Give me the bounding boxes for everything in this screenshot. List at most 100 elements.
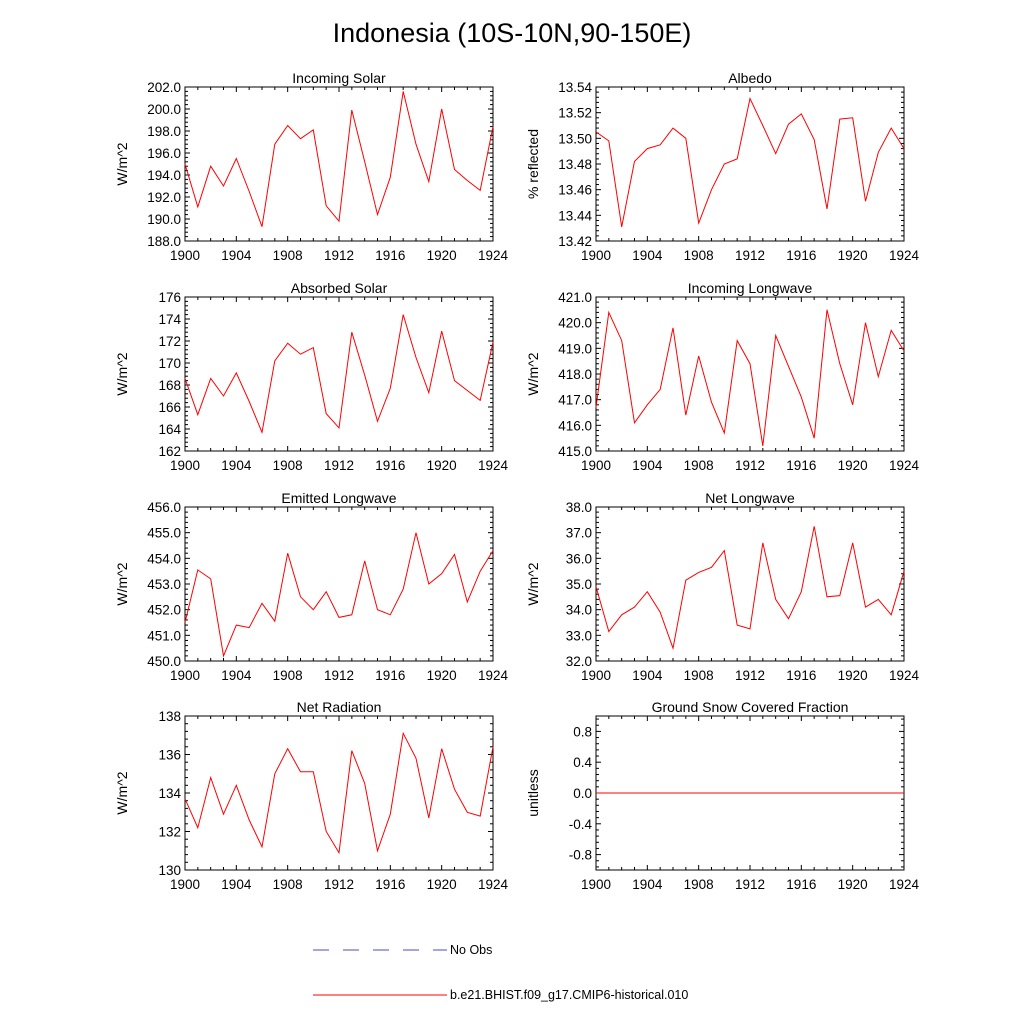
- panel-albedo-ytick-label: 13.44: [558, 208, 592, 223]
- panel-net-radiation: Net Radiation W/m^2 1900 1904 1908 1912 1916 19…: [114, 699, 509, 892]
- panel-net-radiation-ytick-label: 136: [158, 748, 181, 763]
- panel-emitted-longwave-ytick-label: 454.0: [147, 551, 181, 566]
- panel-incoming-solar: Incoming Solar W/m^2 1900 1904 1908 1912 1916 1…: [114, 70, 509, 263]
- panel-absorbed-solar-xtick-label: 1920: [427, 458, 457, 473]
- panel-net-longwave-ytick-label: 33.0: [566, 628, 592, 643]
- panel-absorbed-solar-ytick-label: 172: [158, 334, 181, 349]
- panel-incoming-solar-xtick-label: 1908: [273, 248, 303, 263]
- panel-incoming-longwave-xtick-label: 1916: [786, 458, 816, 473]
- panel-emitted-longwave-ylabel: W/m^2: [114, 562, 130, 605]
- panel-absorbed-solar-ytick-label: 176: [158, 290, 181, 305]
- panel-net-longwave-xtick-label: 1900: [581, 668, 611, 683]
- panel-albedo-ytick-label: 13.46: [558, 183, 592, 198]
- panel-albedo-series-line: [595, 96, 905, 227]
- panel-net-radiation-ytick-label: 134: [158, 786, 181, 801]
- panel-emitted-longwave-title: Emitted Longwave: [281, 490, 396, 506]
- panel-ground-snow-covered-fraction-xtick-label: 1900: [581, 877, 611, 892]
- panel-albedo-ytick-label: 13.54: [558, 80, 592, 95]
- panel-absorbed-solar-series-line: [184, 314, 494, 435]
- panel-incoming-solar-xtick-label: 1900: [170, 248, 200, 263]
- panel-absorbed-solar-ytick-label: 170: [158, 356, 181, 371]
- panel-net-longwave-series-line: [595, 526, 905, 651]
- panel-emitted-longwave-ytick-label: 453.0: [147, 577, 181, 592]
- panel-incoming-longwave-ytick-label: 416.0: [558, 418, 592, 433]
- panel-incoming-solar-ytick-label: 194.0: [147, 168, 181, 183]
- panel-incoming-longwave-ytick-label: 421.0: [558, 290, 592, 305]
- panel-net-longwave-ytick-label: 36.0: [566, 551, 592, 566]
- panel-net-longwave-xtick-label: 1924: [889, 668, 920, 683]
- panel-ground-snow-covered-fraction-xtick-label: 1904: [632, 877, 663, 892]
- panel-incoming-solar-xtick-label: 1904: [221, 248, 252, 263]
- panel-ground-snow-covered-fraction-xtick-label: 1916: [786, 877, 816, 892]
- panel-net-longwave-title: Net Longwave: [705, 490, 795, 506]
- panel-incoming-solar-ytick-label: 200.0: [147, 102, 181, 117]
- panel-net-longwave: Net Longwave W/m^2 1900 1904 1908 1912 1916 192…: [525, 490, 920, 683]
- panel-net-longwave-ytick-label: 37.0: [566, 526, 592, 541]
- panel-albedo-xtick-label: 1920: [838, 248, 868, 263]
- panel-emitted-longwave-xtick-label: 1908: [273, 668, 303, 683]
- panel-incoming-longwave-xtick-label: 1908: [684, 458, 714, 473]
- legend: No Obs b.e21.BHIST.f09_g17.CMIP6-histori…: [313, 943, 688, 1002]
- panel-net-radiation-xtick-label: 1908: [273, 877, 303, 892]
- panel-incoming-solar-xtick-label: 1924: [478, 248, 509, 263]
- panel-absorbed-solar: Absorbed Solar W/m^2 1900 1904 1908 1912 1916 1…: [114, 280, 509, 473]
- panel-ground-snow-covered-fraction: Ground Snow Covered Fraction unitless 1900…: [525, 699, 920, 892]
- panel-albedo-xtick-label: 1908: [684, 248, 714, 263]
- panel-net-radiation-series-line: [184, 731, 494, 855]
- panel-emitted-longwave-xtick-label: 1912: [324, 668, 354, 683]
- panel-absorbed-solar-xtick-label: 1904: [221, 458, 252, 473]
- panel-incoming-solar-ytick-label: 188.0: [147, 234, 181, 249]
- panel-ground-snow-covered-fraction-ylabel: unitless: [525, 769, 541, 816]
- panel-albedo-ytick-label: 13.50: [558, 131, 592, 146]
- legend-label-model: b.e21.BHIST.f09_g17.CMIP6-historical.010: [450, 988, 688, 1002]
- figure-title: Indonesia (10S-10N,90-150E): [333, 18, 692, 48]
- panel-net-radiation-title: Net Radiation: [297, 699, 382, 715]
- panel-net-radiation-xtick-label: 1924: [478, 877, 509, 892]
- panel-incoming-longwave-ylabel: W/m^2: [525, 352, 541, 395]
- panel-albedo-ytick-label: 13.52: [558, 106, 592, 121]
- panel-net-longwave-xtick-label: 1904: [632, 668, 663, 683]
- panel-emitted-longwave-xtick-label: 1916: [375, 668, 405, 683]
- panel-emitted-longwave-xtick-label: 1904: [221, 668, 252, 683]
- panel-albedo-ylabel: % reflected: [525, 129, 541, 199]
- panel-incoming-solar-ytick-label: 198.0: [147, 124, 181, 139]
- panel-emitted-longwave-xtick-label: 1900: [170, 668, 200, 683]
- panel-net-longwave-frame: [595, 506, 905, 662]
- panel-incoming-longwave-title: Incoming Longwave: [688, 280, 813, 296]
- panel-incoming-longwave-ytick-label: 420.0: [558, 316, 592, 331]
- panel-ground-snow-covered-fraction-xtick-label: 1924: [889, 877, 920, 892]
- panel-absorbed-solar-title: Absorbed Solar: [291, 280, 388, 296]
- panel-ground-snow-covered-fraction-ytick-label: -0.4: [569, 817, 593, 832]
- panel-absorbed-solar-xtick-label: 1900: [170, 458, 200, 473]
- panel-albedo-xtick-label: 1900: [581, 248, 611, 263]
- panel-incoming-solar-xtick-label: 1912: [324, 248, 354, 263]
- panel-albedo-frame: [595, 86, 905, 242]
- panel-absorbed-solar-ytick-label: 162: [158, 444, 181, 459]
- panel-net-longwave-ylabel: W/m^2: [525, 562, 541, 605]
- panel-incoming-longwave-xtick-label: 1912: [735, 458, 765, 473]
- panel-albedo-xtick-label: 1904: [632, 248, 663, 263]
- panel-ground-snow-covered-fraction-xtick-label: 1920: [838, 877, 868, 892]
- panel-emitted-longwave-ytick-label: 450.0: [147, 654, 181, 669]
- panel-ground-snow-covered-fraction-xtick-label: 1912: [735, 877, 765, 892]
- panel-net-longwave-ytick-label: 38.0: [566, 500, 592, 515]
- panel-albedo-xtick-label: 1912: [735, 248, 765, 263]
- legend-label-no-obs: No Obs: [450, 943, 492, 957]
- panel-emitted-longwave-xtick-label: 1920: [427, 668, 457, 683]
- panel-net-longwave-ytick-label: 34.0: [566, 603, 592, 618]
- panel-absorbed-solar-ytick-label: 174: [158, 312, 181, 327]
- panel-ground-snow-covered-fraction-title: Ground Snow Covered Fraction: [652, 699, 849, 715]
- panel-albedo-ytick-label: 13.42: [558, 234, 592, 249]
- panel-absorbed-solar-xtick-label: 1924: [478, 458, 509, 473]
- panel-incoming-solar-xtick-label: 1920: [427, 248, 457, 263]
- panel-albedo-xtick-label: 1924: [889, 248, 920, 263]
- panel-net-radiation-xtick-label: 1920: [427, 877, 457, 892]
- panel-emitted-longwave-ytick-label: 456.0: [147, 500, 181, 515]
- panel-incoming-longwave-xtick-label: 1900: [581, 458, 611, 473]
- panel-incoming-solar-ytick-label: 202.0: [147, 80, 181, 95]
- panel-incoming-longwave-xtick-label: 1924: [889, 458, 920, 473]
- panel-net-longwave-xtick-label: 1916: [786, 668, 816, 683]
- panel-net-radiation-ytick-label: 132: [158, 825, 181, 840]
- panels: Incoming Solar W/m^2 1900 1904 1908 1912 1916 1…: [114, 70, 920, 892]
